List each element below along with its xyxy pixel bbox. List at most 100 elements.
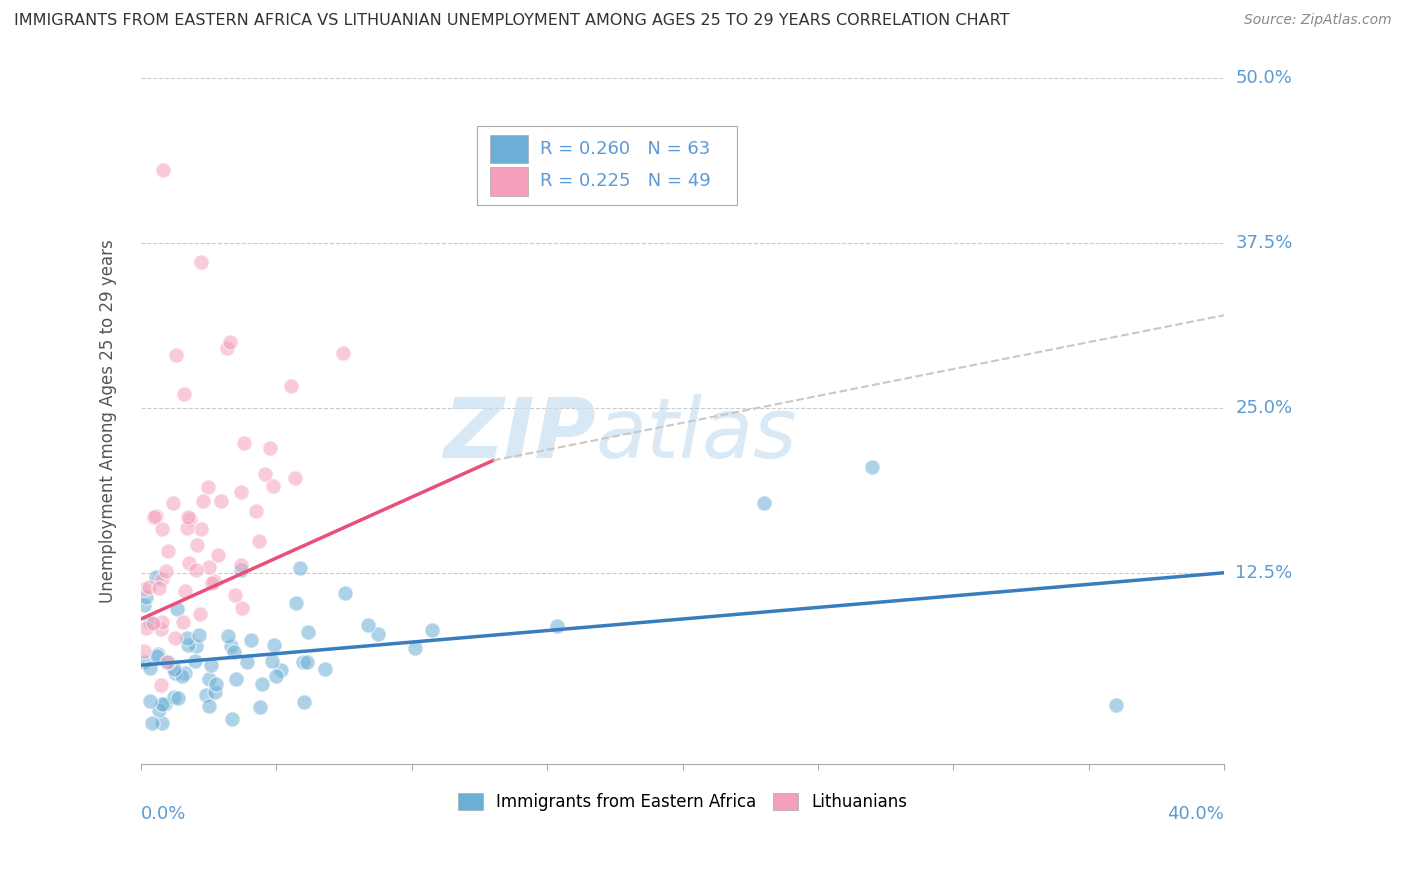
Point (197, 560, 219, 574)
Point (260, 654, 283, 668)
Point (860, 460, 883, 475)
Point (135, 590, 157, 604)
Point (263, 638, 285, 652)
Point (148, 703, 170, 717)
Point (150, 522, 173, 536)
Point (292, 655, 315, 669)
Point (297, 625, 319, 640)
Point (176, 520, 198, 534)
Point (139, 661, 162, 675)
Point (259, 442, 281, 456)
Point (209, 493, 232, 508)
Point (146, 647, 169, 661)
Point (1105, 698, 1128, 712)
FancyBboxPatch shape (489, 135, 527, 163)
Point (173, 387, 195, 401)
Point (165, 348, 187, 362)
Text: atlas: atlas (596, 394, 797, 475)
Point (184, 654, 207, 668)
Point (157, 655, 180, 669)
Point (219, 334, 242, 349)
Text: 50.0%: 50.0% (1236, 69, 1292, 87)
Point (253, 467, 276, 481)
Point (186, 563, 208, 577)
Point (224, 588, 246, 602)
Text: Source: ZipAtlas.com: Source: ZipAtlas.com (1244, 13, 1392, 28)
Point (150, 678, 173, 692)
Point (191, 494, 214, 508)
Point (179, 556, 201, 570)
Point (156, 544, 179, 558)
Point (177, 638, 200, 652)
Point (135, 622, 157, 636)
Point (138, 580, 160, 594)
Point (132, 655, 155, 669)
Point (174, 584, 197, 599)
Point (205, 676, 228, 690)
Point (150, 615, 173, 629)
Point (150, 698, 173, 712)
Point (163, 662, 186, 676)
Point (190, 522, 212, 536)
Point (221, 712, 243, 726)
Point (288, 561, 311, 575)
Point (186, 639, 208, 653)
Point (139, 693, 162, 707)
Point (280, 378, 302, 392)
Text: 0.0%: 0.0% (141, 805, 187, 823)
Point (197, 480, 219, 494)
Point (187, 628, 209, 642)
Point (179, 511, 201, 525)
Text: IMMIGRANTS FROM EASTERN AFRICA VS LITHUANIAN UNEMPLOYMENT AMONG AGES 25 TO 29 YE: IMMIGRANTS FROM EASTERN AFRICA VS LITHUA… (14, 13, 1010, 29)
Point (285, 596, 308, 610)
Point (155, 564, 177, 578)
Point (145, 649, 167, 664)
Point (145, 508, 167, 523)
Point (200, 658, 222, 673)
Point (546, 618, 568, 632)
Point (229, 563, 252, 577)
Point (229, 558, 252, 572)
Point (156, 655, 179, 669)
Point (138, 616, 160, 631)
Point (266, 669, 288, 683)
Point (176, 632, 198, 646)
Point (141, 715, 163, 730)
Text: 12.5%: 12.5% (1236, 564, 1292, 582)
Point (188, 607, 211, 621)
Point (163, 665, 186, 680)
Point (247, 533, 270, 548)
Text: 37.5%: 37.5% (1236, 234, 1292, 252)
Point (333, 585, 356, 599)
Point (174, 665, 197, 680)
Text: 40.0%: 40.0% (1167, 805, 1225, 823)
FancyBboxPatch shape (477, 126, 737, 204)
Point (239, 633, 262, 648)
Point (162, 496, 184, 510)
FancyBboxPatch shape (489, 167, 527, 195)
Point (229, 484, 252, 499)
Point (231, 600, 253, 615)
Point (245, 504, 267, 518)
Point (153, 697, 176, 711)
Point (270, 663, 292, 677)
Point (332, 345, 354, 359)
Point (167, 690, 190, 705)
Point (132, 599, 155, 613)
Point (250, 677, 273, 691)
Point (150, 715, 173, 730)
Point (420, 623, 443, 637)
Point (142, 616, 165, 631)
Legend: Immigrants from Eastern Africa, Lithuanians: Immigrants from Eastern Africa, Lithuani… (451, 786, 914, 818)
Point (190, 255, 212, 269)
Point (163, 631, 186, 645)
Point (207, 548, 229, 562)
Point (262, 479, 284, 493)
Point (233, 435, 256, 450)
Point (166, 601, 188, 615)
Point (198, 673, 221, 687)
Point (367, 626, 389, 640)
Point (295, 655, 318, 669)
Point (163, 690, 186, 705)
Point (170, 669, 193, 683)
